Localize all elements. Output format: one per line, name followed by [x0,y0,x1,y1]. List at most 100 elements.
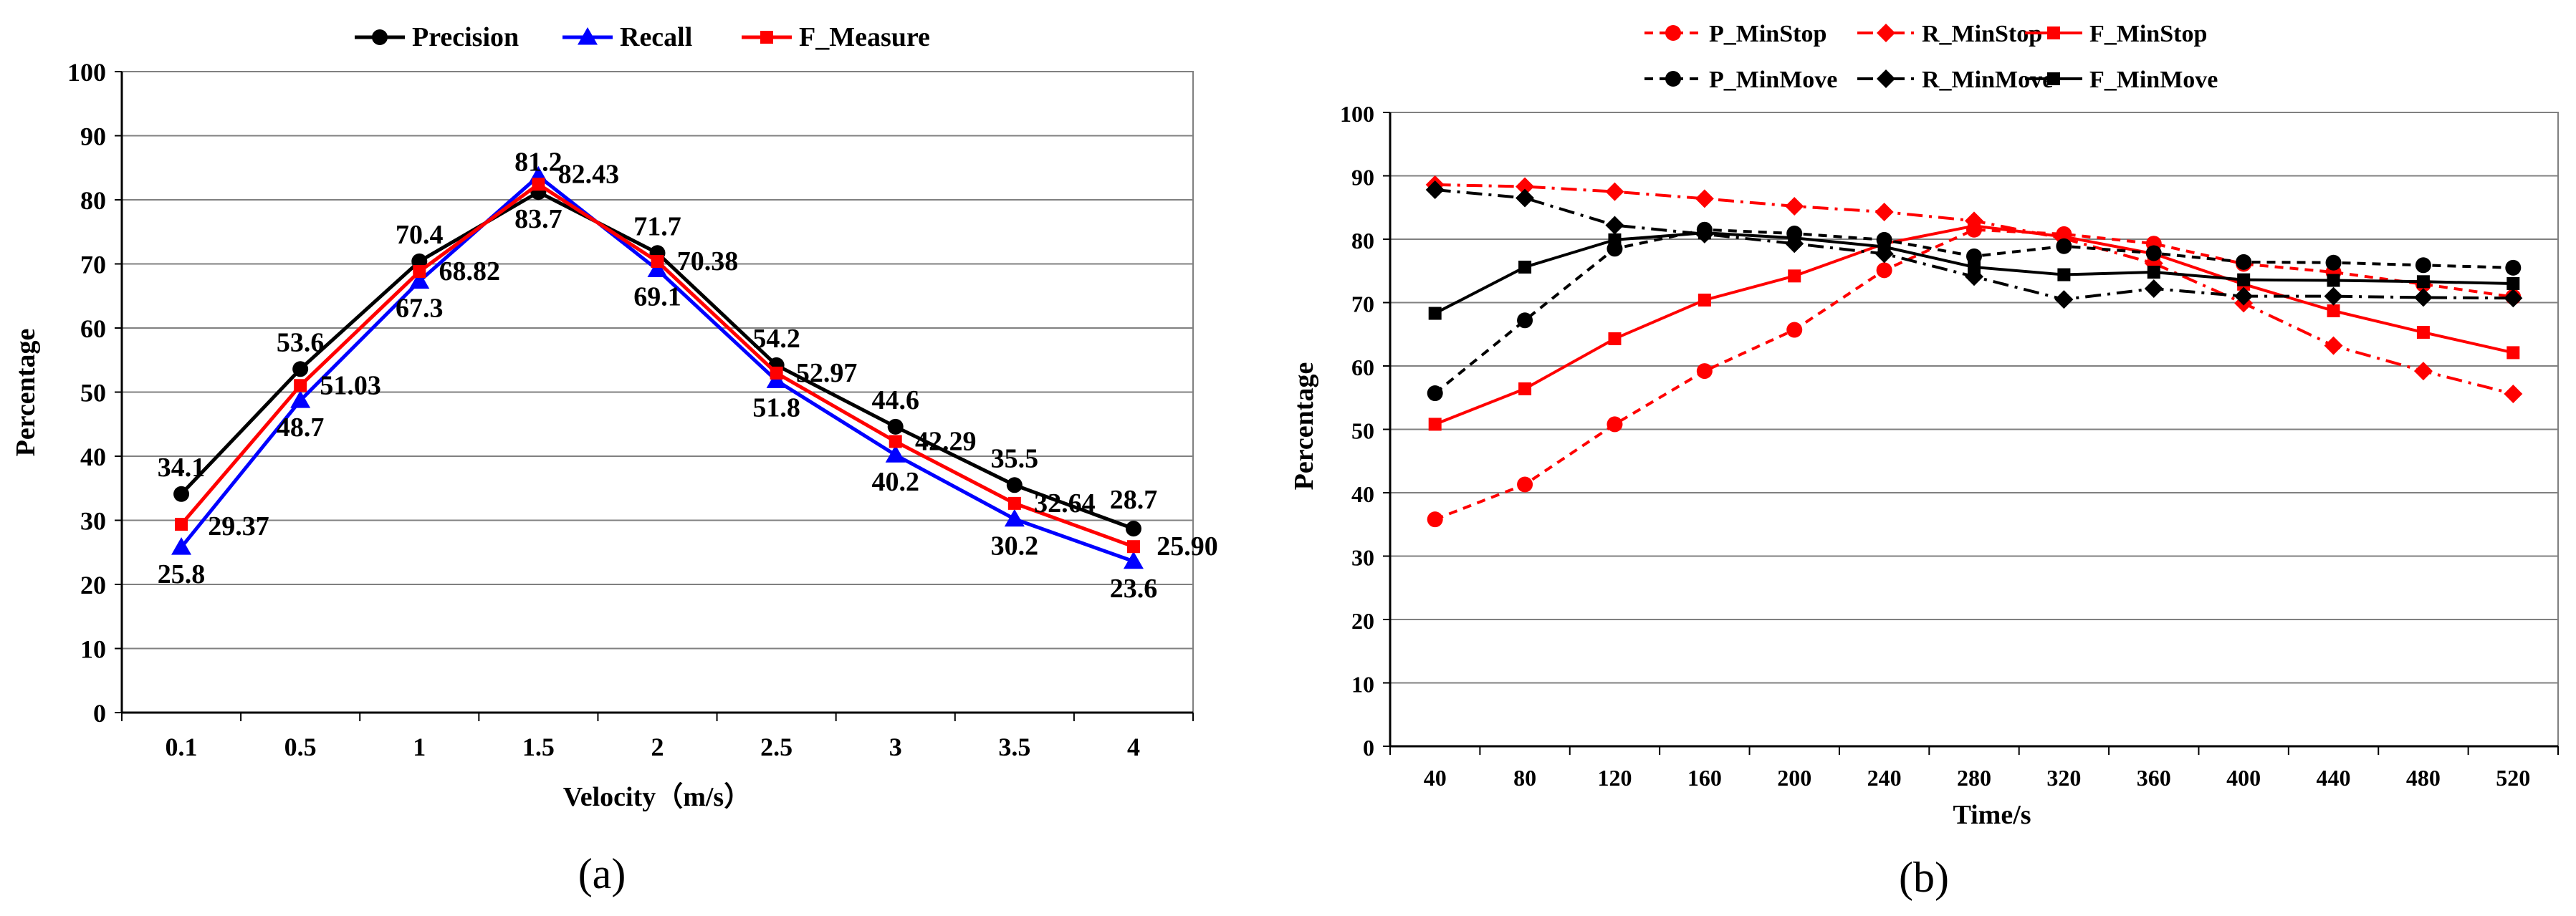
chart-a: 0 10 20 30 40 50 60 70 80 90 100 0.1 0.5 1 1.5 2 2.5 3 3.… [11,22,1218,897]
legend-marker-f-minmove [2047,72,2060,85]
x-tick-label: 0.1 [166,733,198,761]
chart-a-y-axis-title: Percentage [11,329,41,457]
y-tick-label: 50 [80,379,106,408]
legend-marker-f-minstop [2047,26,2060,39]
data-point-p-minmove [1517,312,1533,329]
data-point-f-minmove [1518,260,1532,274]
legend-marker-r-minmove [1877,69,1895,88]
legend-label-recall: Recall [620,22,692,52]
x-tick-label: 480 [2406,765,2441,791]
data-point-r-minmove [1516,188,1535,208]
data-label-precision: 44.6 [871,385,919,415]
data-label-f-measure: 51.03 [320,370,381,400]
legend-marker-r-minstop [1877,24,1895,42]
legend-marker-precision [372,29,388,45]
y-tick-label: 60 [80,314,106,343]
data-point-p-minstop [1607,416,1623,433]
x-tick-label: 3 [889,733,902,761]
data-point-p-minstop [1696,363,1713,380]
data-point-f-minstop [2506,346,2520,360]
data-point-p-minmove [2056,238,2072,254]
data-point-precision [292,361,309,377]
y-tick-label: 70 [80,251,106,279]
legend-label-precision: Precision [412,22,519,52]
y-tick-label: 30 [80,507,106,536]
chart-a-x-axis-title: Velocity（m/s） [563,782,751,812]
data-label-precision: 54.2 [752,324,800,354]
legend-label-f-minstop: F_MinStop [2089,21,2207,47]
data-point-f-minstop [1428,418,1442,431]
data-point-f-minstop [1518,382,1532,395]
x-tick-label: 1 [413,733,426,761]
data-point-p-minstop [1786,322,1803,338]
data-label-precision: 70.4 [396,220,444,250]
legend-marker-recall [578,27,598,45]
chart-b-y-ticks: 0 10 20 30 40 50 60 70 80 90 100 [1340,101,1390,761]
data-point-p-minmove [2505,259,2522,276]
x-tick-label: 2 [651,733,664,761]
data-point-f-measure [1007,496,1021,510]
data-point-f-minmove [1428,307,1442,320]
x-tick-label: 2.5 [760,733,793,761]
x-tick-label: 0.5 [284,733,317,761]
x-tick-label: 1.5 [522,733,555,761]
data-label-precision: 28.7 [1110,485,1158,515]
y-tick-label: 20 [1351,608,1374,634]
x-tick-label: 360 [2137,765,2171,791]
data-point-r-minstop [1605,182,1624,201]
y-tick-label: 0 [1363,735,1374,761]
y-tick-label: 80 [80,186,106,215]
data-point-p-minmove [1427,385,1443,402]
y-tick-label: 70 [1351,291,1374,317]
data-label-f-measure: 52.97 [796,358,858,388]
legend-label-p-minstop: P_MinStop [1709,21,1826,47]
y-tick-label: 30 [1351,545,1374,571]
chart-b-series [1425,175,2523,528]
data-label-f-measure: 25.90 [1157,531,1218,561]
data-label-precision: 53.6 [277,327,325,357]
data-label-recall: 69.1 [633,282,681,312]
data-point-f-minstop [2327,304,2340,318]
data-point-r-minmove [2413,288,2433,307]
data-label-recall: 51.8 [752,392,800,423]
chart-b-y-axis-title: Percentage [1289,362,1319,491]
y-tick-label: 80 [1351,228,1374,254]
x-tick-label: 4 [1127,733,1140,761]
y-tick-label: 20 [80,571,106,599]
data-point-r-minstop [1695,189,1714,208]
data-label-precision: 81.2 [514,147,562,177]
y-tick-label: 50 [1351,418,1374,444]
data-point-f-minstop [1608,332,1622,345]
x-tick-label: 3.5 [998,733,1030,761]
data-point-r-minstop [1874,202,1894,221]
data-point-f-measure [889,435,902,448]
data-point-r-minmove [2324,286,2343,306]
x-tick-label: 440 [2317,765,2351,791]
data-point-p-minmove [2145,245,2162,261]
data-point-f-measure [1126,540,1140,554]
data-point-f-measure [532,178,545,191]
data-point-f-minmove [2237,273,2251,286]
data-point-f-minmove [1968,260,1981,274]
data-point-r-minstop [1516,177,1535,196]
y-tick-label: 90 [1351,165,1374,191]
data-point-f-minmove [2147,266,2160,279]
data-point-recall [885,445,906,463]
data-point-f-minmove [2416,275,2430,289]
chart-a-y-ticks: 0 10 20 30 40 50 60 70 80 90 100 [67,58,122,728]
data-label-f-measure: 82.43 [558,159,620,189]
data-point-p-minmove [2236,254,2252,270]
data-point-f-minstop [1698,293,1711,307]
data-point-recall [1004,508,1025,527]
data-label-recall: 67.3 [396,294,444,324]
data-point-r-minstop [2413,362,2433,381]
data-point-f-measure [294,379,307,392]
data-label-recall: 23.6 [1110,574,1158,604]
legend-label-p-minmove: P_MinMove [1709,67,1837,93]
data-label-f-measure: 68.82 [439,256,501,286]
x-tick-label: 240 [1867,765,1902,791]
x-tick-label: 200 [1777,765,1811,791]
data-point-f-measure [413,265,426,279]
